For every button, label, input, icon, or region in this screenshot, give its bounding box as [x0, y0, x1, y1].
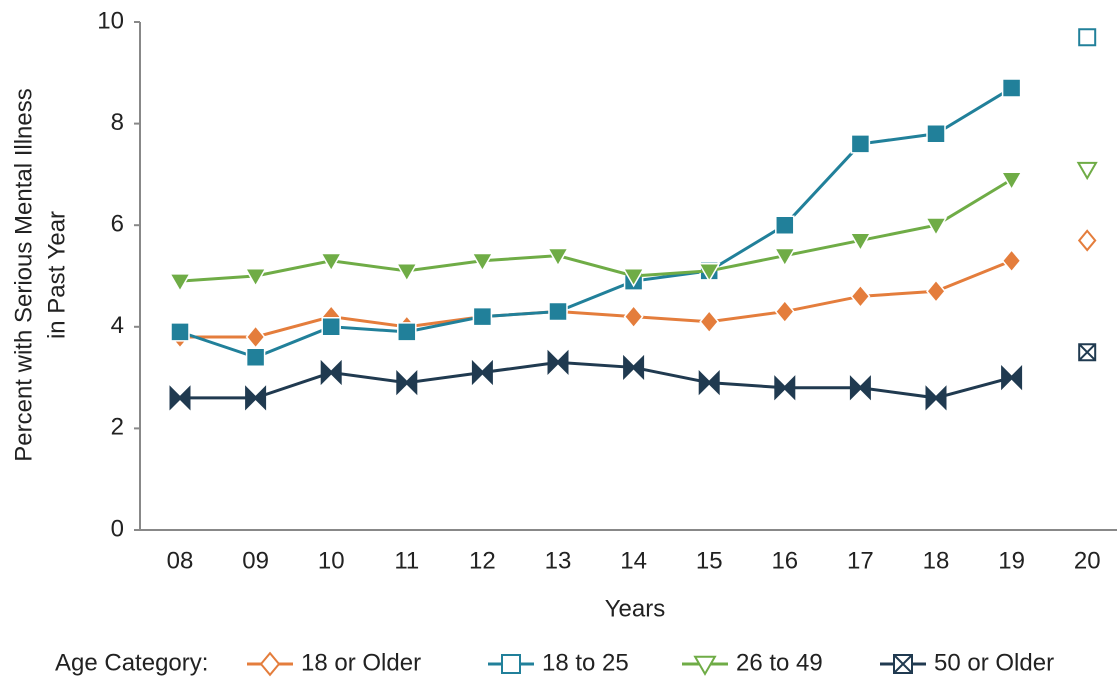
legend-marker [501, 654, 521, 674]
x-tick-label: 10 [318, 547, 345, 574]
x-tick-label: 15 [696, 547, 723, 574]
marker [924, 217, 948, 237]
marker [774, 375, 796, 401]
marker [471, 252, 494, 273]
y-axis-label: in Past Year [43, 211, 70, 339]
series-line [180, 360, 1012, 400]
x-tick-label: 12 [469, 547, 496, 574]
x-tick-label: 17 [847, 547, 874, 574]
marker [471, 359, 493, 386]
marker [546, 247, 570, 268]
legend-marker [693, 655, 717, 676]
marker [547, 349, 569, 375]
x-tick-label: 16 [771, 547, 798, 574]
y-axis-label: Percent with Serious Mental Illness [10, 88, 37, 462]
marker [395, 262, 419, 283]
marker [774, 299, 795, 324]
marker [697, 262, 721, 283]
series-line [179, 178, 1013, 283]
x-tick-label: 19 [998, 547, 1025, 574]
marker [245, 347, 266, 368]
legend-label: 50 or Older [934, 649, 1054, 676]
legend-marker [259, 651, 281, 677]
marker [1078, 28, 1097, 47]
marker [926, 279, 946, 304]
marker [1001, 248, 1022, 273]
marker [244, 268, 267, 288]
marker [170, 322, 190, 342]
marker [245, 385, 267, 411]
marker [622, 268, 645, 288]
marker [1001, 78, 1022, 98]
x-tick-label: 14 [620, 547, 647, 574]
marker [849, 232, 872, 252]
legend-title: Age Category: [55, 649, 208, 676]
series-line [179, 86, 1013, 359]
marker [168, 273, 192, 293]
marker [472, 306, 493, 327]
y-tick-label: 0 [111, 515, 124, 542]
y-tick-label: 8 [111, 109, 124, 136]
y-tick-label: 10 [97, 7, 124, 34]
marker [245, 324, 266, 349]
x-tick-label: 20 [1074, 547, 1101, 574]
marker [850, 284, 871, 309]
marker [1077, 229, 1097, 252]
marker [321, 317, 341, 337]
legend-marker [893, 654, 913, 674]
marker [850, 134, 871, 154]
y-tick-label: 2 [111, 414, 124, 441]
marker [1000, 171, 1023, 191]
x-axis-label: Years [605, 595, 666, 622]
marker [849, 375, 871, 401]
legend-label: 18 or Older [301, 649, 421, 676]
x-tick-label: 18 [923, 547, 950, 574]
marker [1078, 343, 1097, 362]
marker [1001, 364, 1023, 391]
marker [319, 252, 343, 273]
marker [169, 385, 191, 411]
marker [396, 370, 418, 396]
marker [773, 247, 797, 268]
x-tick-label: 11 [394, 547, 419, 574]
x-tick-label: 13 [545, 547, 572, 574]
marker [320, 359, 342, 386]
marker [1076, 161, 1098, 181]
x-tick-label: 09 [242, 547, 269, 574]
marker [623, 354, 645, 381]
marker [699, 309, 720, 334]
series-line [180, 259, 1013, 339]
y-tick-label: 4 [111, 312, 124, 339]
marker [548, 301, 568, 322]
marker [926, 124, 946, 144]
marker [775, 215, 795, 235]
y-tick-label: 6 [111, 211, 124, 238]
marker [698, 370, 720, 396]
legend-label: 18 to 25 [542, 649, 629, 676]
legend-label: 26 to 49 [736, 649, 823, 676]
marker [623, 304, 644, 329]
marker [925, 385, 947, 411]
marker [397, 322, 417, 342]
x-tick-label: 08 [167, 547, 194, 574]
